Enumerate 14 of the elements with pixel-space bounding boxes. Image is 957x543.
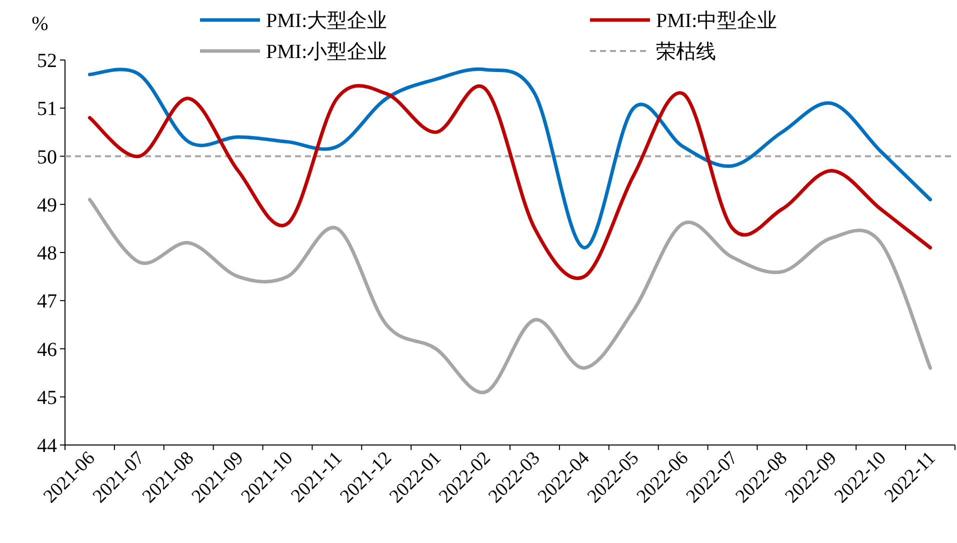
y-tick-label: 46	[37, 338, 57, 361]
legend-label: 荣枯线	[656, 41, 716, 63]
y-tick-label: 49	[37, 194, 57, 216]
y-tick-label: 47	[37, 290, 57, 313]
y-tick-label: 48	[37, 242, 57, 264]
y-axis-title: %	[32, 13, 48, 35]
legend-label: PMI:大型企业	[266, 10, 388, 32]
y-tick-label: 50	[37, 146, 57, 168]
legend-label: PMI:中型企业	[656, 10, 778, 32]
y-tick-label: 52	[37, 50, 57, 72]
y-tick-label: 45	[37, 386, 57, 409]
y-tick-label: 44	[37, 435, 57, 457]
y-tick-label: 51	[37, 98, 57, 120]
legend-label: PMI:小型企业	[266, 41, 388, 63]
